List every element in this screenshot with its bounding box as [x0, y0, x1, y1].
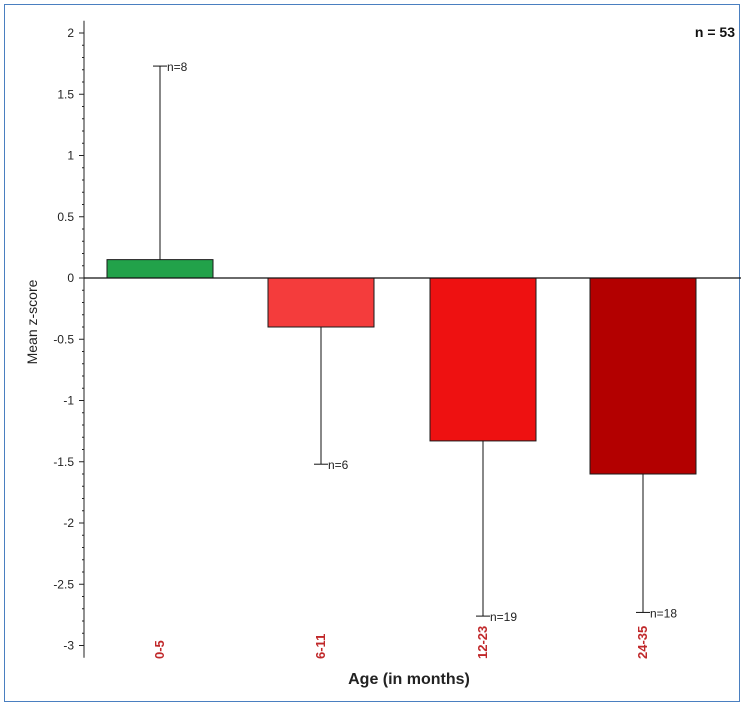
y-tick-label: 0.5 — [57, 210, 74, 224]
y-tick-label: -2 — [63, 516, 74, 530]
bar-chart: 21.510.50-0.5-1-1.5-2-2.5-3 n=8n=6n=19 n=… — [24, 20, 741, 688]
category-label-12-23: 12-23 — [475, 626, 490, 659]
y-axis: 2 1.5 1 0.5 0 -0.5 -1 -1.5 -2 -2.5 -3 — [53, 20, 741, 658]
category-label-24-35: 24-35 — [635, 626, 650, 659]
labels-layer: n=8 n=6 n=19 n=18 0-5 6-11 12-23 24-35 — [152, 60, 677, 659]
n-label-0-5: n=8 — [167, 60, 188, 74]
y-tick-label: -0.5 — [53, 332, 74, 346]
error-bars-layer — [153, 65, 650, 617]
n-label-12-23: n=19 — [490, 610, 517, 624]
chart-frame: 2 1.5 1 0.5 0 -0.5 -1 -1.5 -2 -2.5 -3 n=8 n=6 n=19 n=… — [4, 4, 741, 702]
n-label-24-35: n=18 — [650, 606, 677, 620]
category-label-6-11: 6-11 — [313, 634, 328, 659]
bar-0-5 — [106, 259, 214, 279]
x-axis-title: Age (in months) — [348, 671, 470, 688]
n-label-6-11: n=6 — [328, 458, 349, 472]
bar-24-35 — [589, 277, 697, 475]
y-tick-label: -3 — [63, 639, 74, 653]
category-label-0-5: 0-5 — [152, 640, 167, 659]
y-tick-label: 1.5 — [57, 87, 74, 101]
y-tick-label: 1 — [67, 149, 74, 163]
y-tick-label: -2.5 — [53, 577, 74, 591]
y-tick-label: -1.5 — [53, 455, 74, 469]
bar-6-11 — [267, 277, 375, 328]
bars-layer — [106, 259, 697, 475]
y-axis-title: Mean z-score — [24, 279, 40, 364]
y-tick-label: 0 — [67, 271, 74, 285]
y-tick-label: 2 — [67, 26, 74, 40]
bar-12-23 — [429, 277, 537, 442]
y-tick-label: -1 — [63, 394, 74, 408]
total-n-annotation: n = 53 — [695, 24, 735, 40]
